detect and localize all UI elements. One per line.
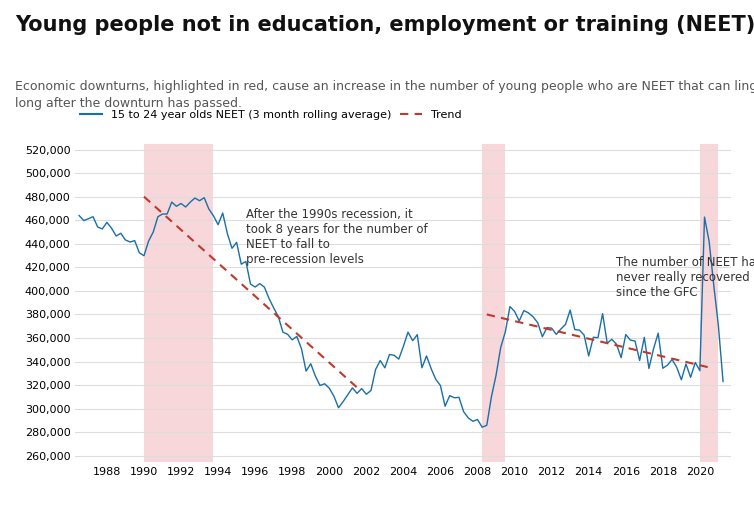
Text: Young people not in education, employment or training (NEET): Young people not in education, employmen… (15, 15, 754, 35)
Bar (482, 144, 505, 462)
Text: Economic downturns, highlighted in red, cause an increase in the number of young: Economic downturns, highlighted in red, … (15, 80, 754, 109)
Text: After the 1990s recession, it
took 8 years for the number of
NEET to fall to
pre: After the 1990s recession, it took 8 yea… (246, 208, 428, 266)
Bar (700, 144, 719, 462)
Legend: 15 to 24 year olds NEET (3 month rolling average), Trend: 15 to 24 year olds NEET (3 month rolling… (75, 106, 467, 124)
Bar (144, 144, 213, 462)
Text: The number of NEET has
never really recovered
since the GFC: The number of NEET has never really reco… (617, 255, 754, 299)
